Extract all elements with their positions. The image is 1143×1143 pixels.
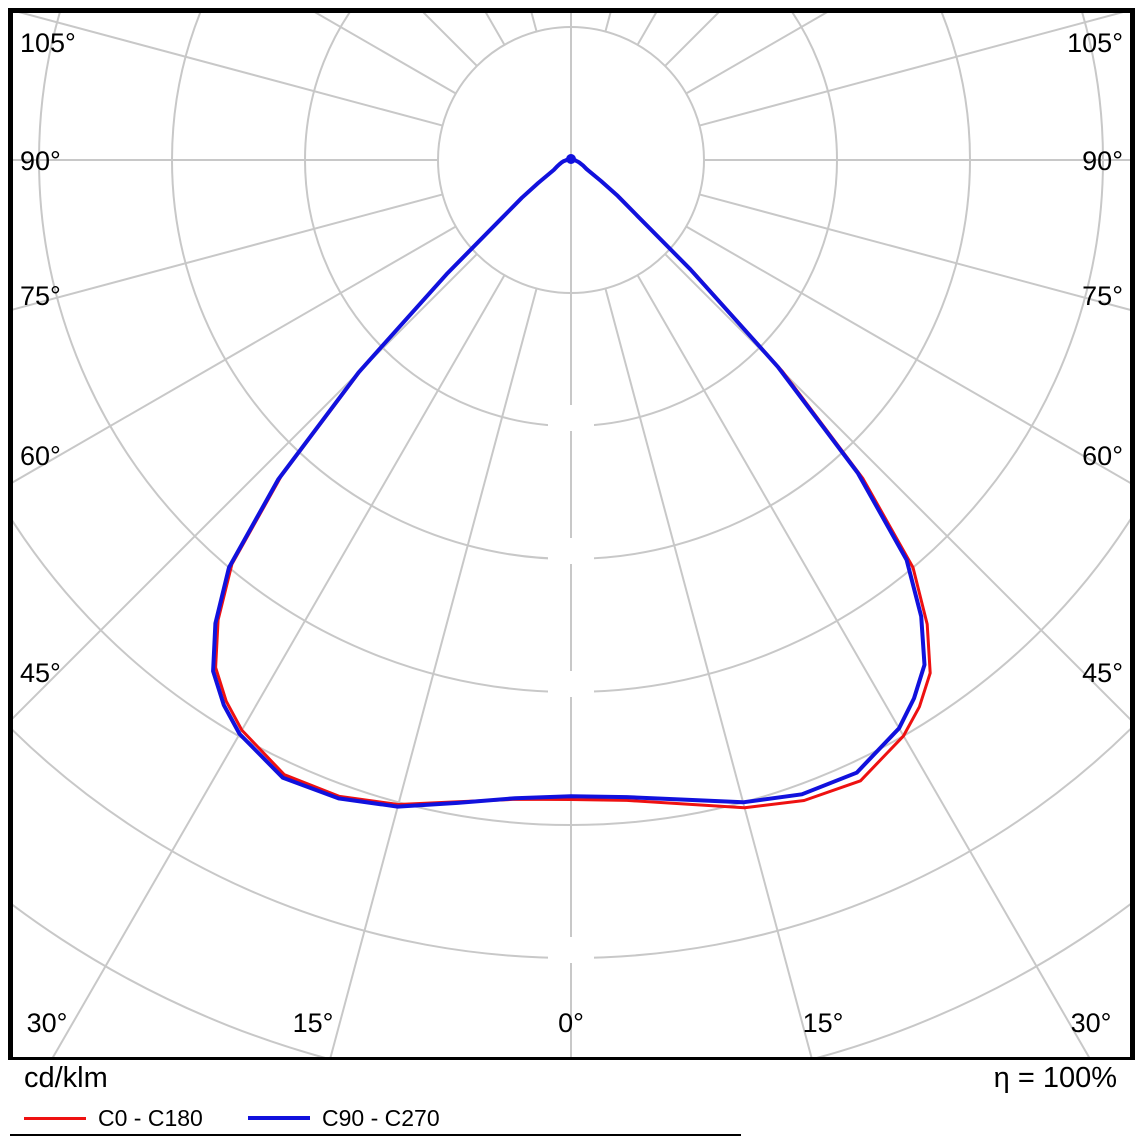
grid-ray [664,253,1130,721]
grid-ray [604,288,813,1057]
grid-ray [685,225,1130,484]
curve-c90-c270 [211,158,927,809]
angle-label: 105° [1067,28,1123,58]
grid-ray [13,193,443,311]
legend-swatch-red [24,1116,86,1120]
angle-label: 15° [803,1008,844,1038]
angle-label: 45° [20,658,61,688]
axis-label-gap [548,671,594,697]
angle-label: 90° [20,146,61,176]
legend-swatch-blue [248,1116,310,1120]
grid-ray [636,274,1091,1057]
legend-underline [10,1134,741,1136]
angle-label: 60° [20,441,61,471]
axis-label-gap [548,405,594,431]
grid-ray [13,225,457,484]
curves [211,158,932,810]
polar-chart-canvas: 105° 90° 75° 60° 45° 105° 90° 75° 60° 45° 30° 15° 0°… [8,8,1135,1062]
angle-label: 45° [1082,658,1123,688]
grid-ray [13,253,478,720]
angle-label: 0° [558,1008,584,1038]
grid-ray [699,193,1130,311]
legend-label: C0 - C180 [98,1105,203,1131]
polar-grid [13,13,1130,1057]
legend-item-c90-c270: C90 - C270 [248,1104,440,1132]
units-label: cd/klm [24,1062,108,1094]
grid-ray [18,13,443,127]
grid-ray [604,13,612,32]
angle-label: 60° [1082,441,1123,471]
grid-ray [530,13,538,32]
grid-ray [51,274,506,1057]
center-dot [566,154,576,164]
angle-label: 105° [20,28,76,58]
angle-label: 90° [1082,146,1123,176]
angle-label: 75° [20,281,61,311]
angle-label: 75° [1082,281,1123,311]
legend-label: C90 - C270 [322,1105,440,1131]
legend-item-c0-c180: C0 - C180 [24,1104,203,1132]
efficiency-label: η = 100% [993,1062,1117,1094]
footer: cd/klm η = 100% C0 - C180 C90 - C270 [0,1060,1143,1143]
grid-ray [699,13,1124,127]
axis-label-gap [548,937,594,963]
angle-label: 30° [27,1008,68,1038]
plot-frame [8,8,1135,1062]
angle-label: 15° [293,1008,334,1038]
angle-label: 30° [1071,1008,1112,1038]
grid-ray [329,288,538,1057]
axis-label-gap [548,538,594,564]
